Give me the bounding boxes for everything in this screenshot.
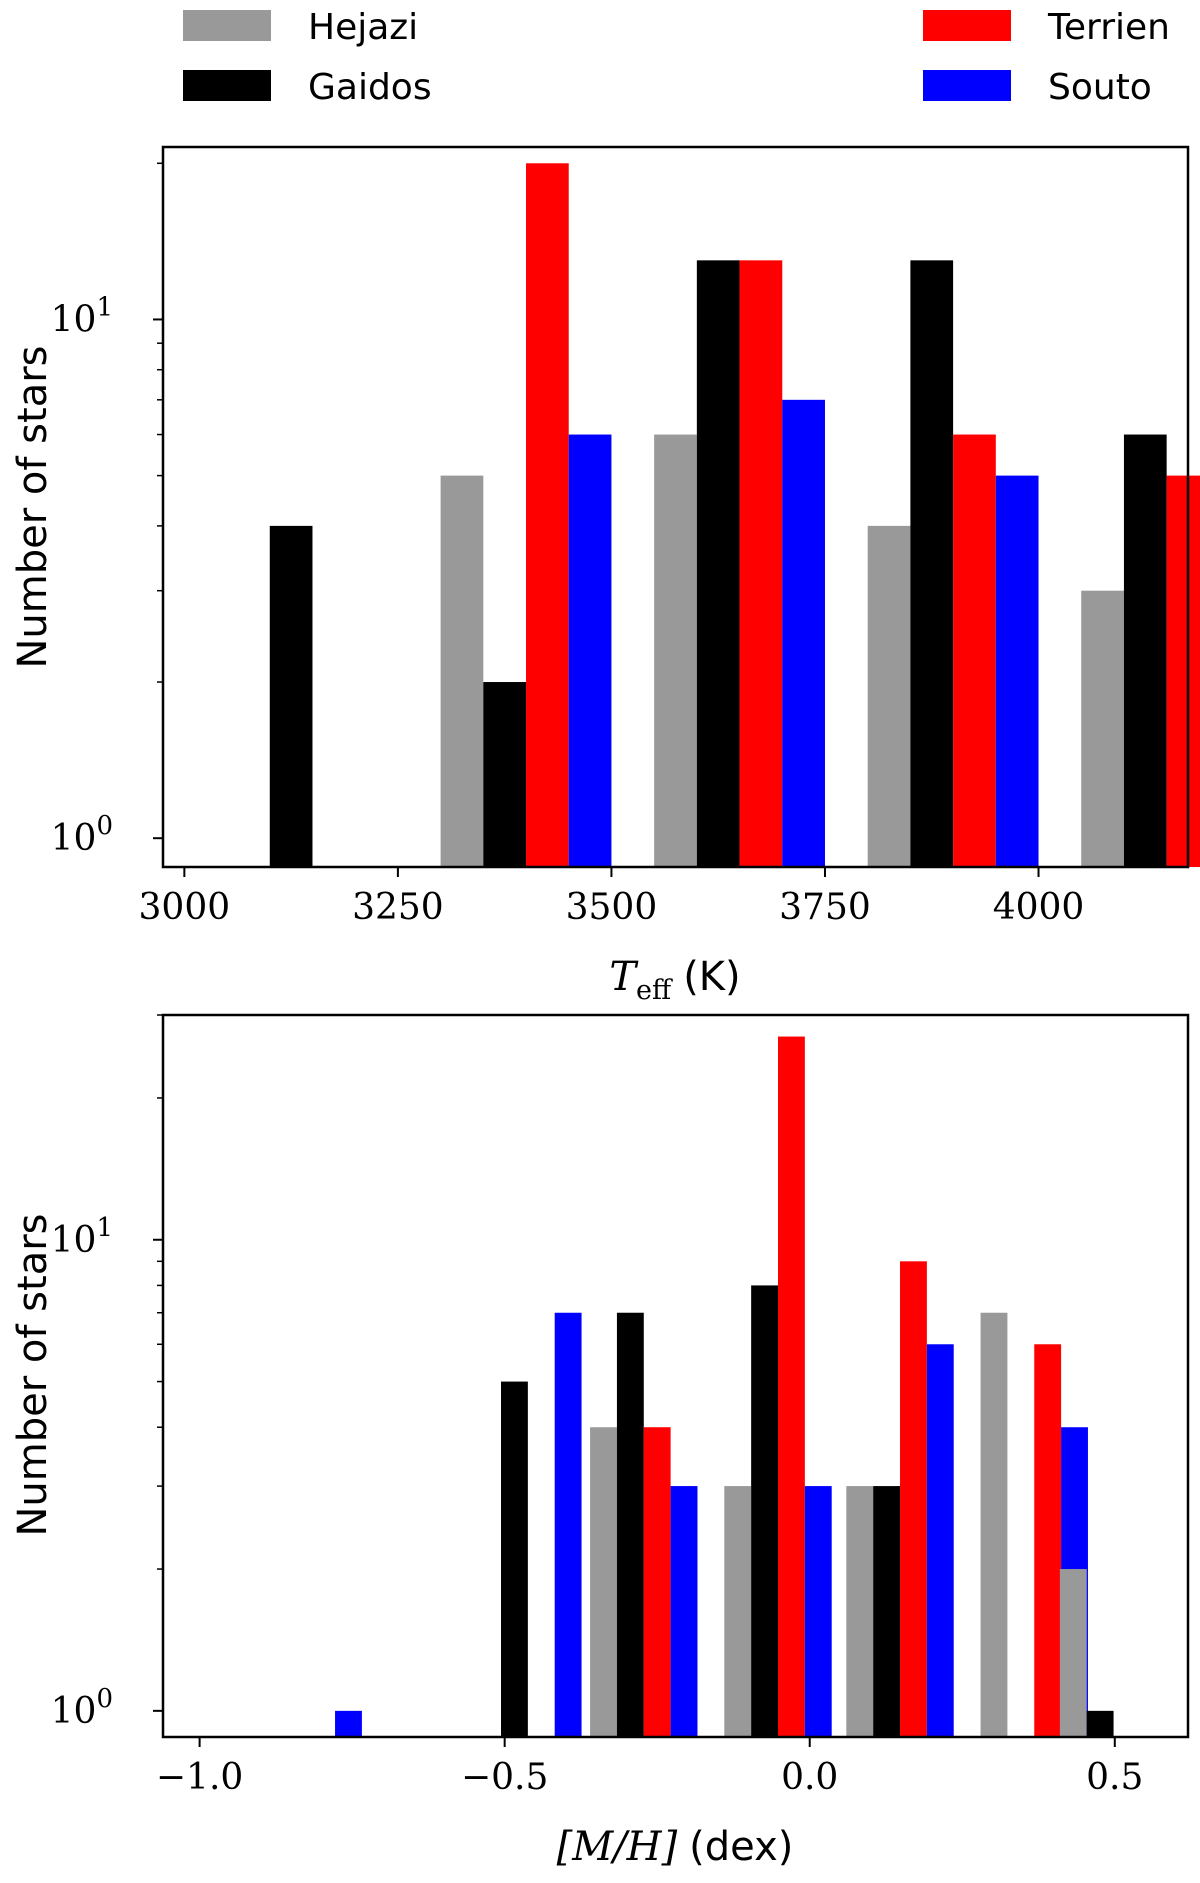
- legend-entry-souto: Souto: [923, 67, 1152, 108]
- mh-x-tick-label: 0.0: [781, 1757, 838, 1798]
- teff-x-axis-label: Teff (K): [609, 954, 740, 1006]
- teff-bar-hejazi-4: [1081, 590, 1124, 867]
- mh-bar-terrien-3: [778, 1036, 805, 1737]
- teff-x-tick-label: 3250: [352, 887, 444, 928]
- mh-bar-hejazi-5: [980, 1312, 1008, 1737]
- teff-bar-gaidos-4: [1123, 434, 1167, 867]
- legend-swatch-terrien: [923, 10, 1011, 41]
- teff-bar-souto-2: [782, 399, 825, 867]
- mh-bar-souto-3: [804, 1486, 832, 1737]
- mh-bar-souto-0: [335, 1710, 362, 1737]
- teff-x-tick-label: 3750: [779, 887, 871, 928]
- teff-bar-terrien-2: [739, 260, 783, 868]
- mh-y-tick-label: 100: [51, 1684, 113, 1732]
- teff-bar-souto-1: [568, 434, 612, 867]
- teff-bar-terrien-3: [953, 434, 996, 867]
- mh-bar-terrien-2: [643, 1427, 671, 1737]
- teff-x-ticks: 3000 3250 3500 3750 4000: [139, 867, 1085, 928]
- mh-bar-terrien-4: [900, 1261, 927, 1737]
- mh-y-ticks: 100 101: [51, 1014, 163, 1732]
- teff-bar-hejazi-1: [440, 475, 484, 867]
- legend-label-gaidos: Gaidos: [308, 67, 432, 108]
- teff-bar-terrien-1: [526, 163, 569, 868]
- mh-bar-gaidos-1: [501, 1381, 528, 1737]
- mh-bar-hejazi-3: [724, 1486, 752, 1737]
- mh-bar-souto-1: [554, 1312, 582, 1737]
- mh-x-tick-label: −0.5: [461, 1757, 548, 1798]
- teff-bar-hejazi-3: [867, 525, 911, 867]
- metallicity-histogram: −1.0 −0.5 0.0 0.5 100 101 Number of stars [M…: [10, 1013, 1190, 1870]
- legend-swatch-gaidos: [183, 70, 271, 101]
- mh-y-axis-label: Number of stars: [10, 1214, 56, 1537]
- teff-bar-gaidos-0: [269, 525, 313, 867]
- teff-bar-souto-3: [995, 475, 1039, 867]
- teff-y-axis-label: Number of stars: [10, 346, 56, 669]
- mh-bar-gaidos-3: [751, 1285, 778, 1737]
- mh-bar-hejazi-2: [590, 1427, 617, 1737]
- teff-bar-gaidos-2: [696, 260, 740, 868]
- teff-x-tick-label: 3000: [139, 887, 231, 928]
- teff-bar-hejazi-2: [654, 434, 697, 867]
- mh-x-tick-label: 0.5: [1086, 1757, 1143, 1798]
- mh-bar-hejazi-6: [1059, 1569, 1087, 1737]
- mh-bar-terrien-5: [1034, 1344, 1062, 1737]
- teff-x-tick-label: 3500: [566, 887, 658, 928]
- legend-label-terrien: Terrien: [1047, 7, 1170, 48]
- mh-bar-gaidos-4: [873, 1486, 901, 1737]
- legend-swatch-hejazi: [183, 10, 271, 41]
- mh-x-ticks: −1.0 −0.5 0.0 0.5: [156, 1737, 1143, 1798]
- teff-y-tick-label: 101: [51, 292, 113, 340]
- mh-y-tick-label: 101: [51, 1213, 113, 1261]
- teff-y-tick-label: 100: [51, 811, 113, 859]
- mh-bar-hejazi-4: [846, 1486, 874, 1737]
- legend-label-hejazi: Hejazi: [308, 7, 418, 48]
- mh-bar-gaidos-6: [1086, 1710, 1114, 1737]
- teff-bar-gaidos-3: [910, 260, 954, 868]
- mh-bars: [335, 1036, 1114, 1737]
- teff-bar-terrien-4: [1166, 475, 1200, 867]
- legend-swatch-souto: [923, 70, 1011, 101]
- mh-axes-frame: [161, 1013, 1190, 1739]
- teff-bar-gaidos-1: [483, 682, 527, 867]
- teff-bars: [269, 163, 1200, 868]
- teff-axes-frame: [161, 145, 1190, 869]
- teff-y-ticks: 100 101: [51, 162, 163, 859]
- legend-entry-gaidos: Gaidos: [183, 67, 432, 108]
- mh-bar-gaidos-2: [616, 1312, 644, 1737]
- mh-bar-souto-2: [670, 1486, 698, 1737]
- teff-x-tick-label: 4000: [993, 887, 1085, 928]
- mh-x-tick-label: −1.0: [156, 1757, 243, 1798]
- legend-entry-hejazi: Hejazi: [183, 7, 418, 48]
- mh-bar-souto-4: [926, 1344, 954, 1737]
- legend: Hejazi Gaidos Terrien Souto: [183, 7, 1170, 108]
- legend-entry-terrien: Terrien: [923, 7, 1170, 48]
- mh-x-axis-label: [M/H] (dex): [557, 1824, 794, 1870]
- legend-label-souto: Souto: [1048, 67, 1152, 108]
- teff-histogram: 3000 3250 3500 3750 4000 100 101 Number of st…: [10, 145, 1200, 1006]
